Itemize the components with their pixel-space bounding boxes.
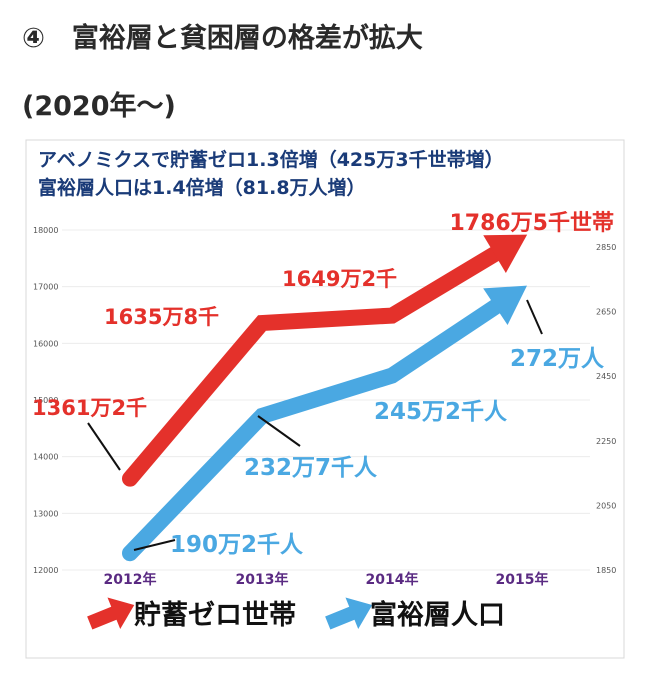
leader-line [133, 539, 176, 551]
right-tick-label: 1850 [596, 566, 616, 575]
legend-red-arrow-icon [87, 597, 135, 630]
series-arrowhead-0 [483, 234, 528, 273]
x-tick-label: 2012年 [104, 571, 157, 588]
left-tick-label: 15000 [33, 396, 58, 405]
legend-label: 富裕層人口 [370, 599, 505, 631]
page-subtitle-period: (2020年〜) [22, 91, 176, 122]
red-data-label: 1786万5千世帯 [449, 210, 614, 236]
legend-blue-arrow-icon [325, 597, 373, 630]
right-tick-label: 2050 [596, 501, 616, 510]
blue-data-label: 232万7千人 [244, 455, 378, 481]
series-arrowhead-1 [483, 285, 527, 326]
legend-label: 貯蓄ゼロ世帯 [134, 599, 296, 631]
chart-subtitle-line: アベノミクスで貯蓄ゼロ1.3倍増（425万3千世帯増） [38, 148, 504, 171]
left-tick-label: 17000 [33, 283, 58, 292]
leader-line [526, 299, 543, 335]
left-tick-label: 13000 [33, 509, 58, 518]
x-tick-label: 2013年 [236, 571, 289, 588]
right-tick-label: 2450 [596, 372, 616, 381]
red-data-label: 1361万2千 [32, 396, 147, 420]
chart-subtitle-line: 富裕層人口は1.4倍増（81.8万人増） [38, 176, 366, 199]
leader-line [87, 422, 121, 471]
red-data-label: 1649万2千 [282, 267, 397, 291]
red-data-label: 1635万8千 [104, 305, 219, 329]
blue-data-label: 272万人 [510, 346, 605, 372]
leader-line [257, 415, 301, 447]
left-tick-label: 14000 [33, 453, 58, 462]
right-tick-label: 2250 [596, 437, 616, 446]
left-tick-label: 18000 [33, 226, 58, 235]
x-tick-label: 2014年 [366, 571, 419, 588]
right-tick-label: 2650 [596, 308, 616, 317]
x-tick-label: 2015年 [496, 571, 549, 588]
blue-data-label: 245万2千人 [374, 399, 508, 425]
left-tick-label: 16000 [33, 339, 58, 348]
series-line-1 [122, 298, 504, 562]
series-line-0 [122, 246, 503, 487]
right-tick-label: 2850 [596, 243, 616, 252]
left-tick-label: 12000 [33, 566, 58, 575]
page-title: ④ 富裕層と貧困層の格差が拡大 [22, 23, 423, 54]
blue-data-label: 190万2千人 [170, 532, 304, 558]
